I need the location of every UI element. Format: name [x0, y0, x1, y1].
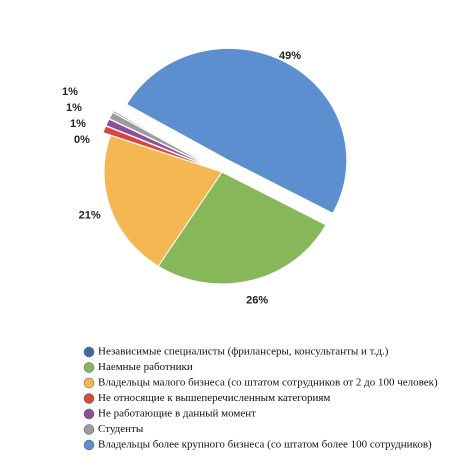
value-label: 49% — [279, 50, 301, 62]
pie-slice — [157, 171, 327, 285]
pie-slice — [112, 110, 216, 169]
value-label: 1% — [62, 86, 78, 98]
legend-marker — [83, 377, 95, 389]
legend-marker — [83, 408, 95, 420]
legend-label: Независимые специалисты (фрилансеры, кон… — [98, 346, 389, 358]
legend-label: Не работающие в данный момент — [98, 408, 256, 420]
pie-slice — [125, 47, 348, 214]
legend-label: Наемные работники — [98, 361, 193, 373]
pie-slice — [103, 134, 223, 267]
value-label: 26% — [246, 295, 268, 307]
legend-label: Студенты — [98, 423, 144, 435]
legend-marker — [83, 362, 95, 373]
value-label: 0% — [74, 134, 90, 146]
legend-marker — [83, 424, 95, 435]
legend-marker — [83, 346, 95, 358]
legend-marker — [83, 439, 95, 451]
value-label: 1% — [66, 102, 82, 114]
value-label: 1% — [70, 118, 86, 130]
value-label: 21% — [79, 209, 101, 221]
legend-label: Владельцы малого бизнеса (со штатом сотр… — [98, 377, 438, 389]
legend-marker — [83, 393, 95, 404]
legend-label: Не относящие к вышеперечисленным категор… — [98, 392, 330, 404]
legend-label: Владельцы более крупного бизнеса (со шта… — [98, 439, 432, 451]
